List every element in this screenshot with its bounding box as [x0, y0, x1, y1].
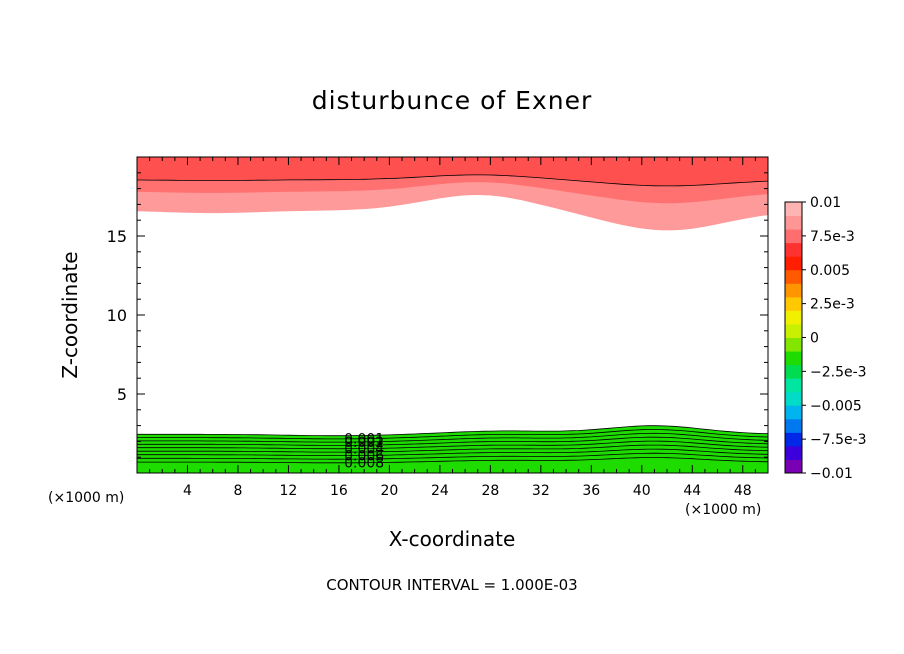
colorbar-swatch: [785, 202, 802, 217]
colorbar-swatch: [785, 323, 802, 338]
colorbar-swatch: [785, 215, 802, 230]
x-unit-label-right: (×1000 m): [685, 502, 762, 518]
colorbar-label: −0.01: [810, 466, 853, 482]
colorbar: 0.01 7.5e-3 0.005 2.5e-3 0 −2.5e-3 −0.005 −7.5e…: [784, 195, 867, 482]
colorbar-swatch: [785, 229, 802, 244]
contour-label: 0.004: [344, 442, 384, 458]
colorbar-swatch: [785, 418, 802, 433]
x-tick-label: 4: [183, 483, 192, 499]
colorbar-swatch: [785, 445, 802, 460]
contour-line-bottom: [137, 425, 769, 437]
x-tick-label: 20: [380, 483, 398, 499]
colorbar-label: −0.005: [810, 398, 862, 414]
x-tick-label: 48: [734, 483, 752, 499]
contour-lines: [137, 174, 769, 464]
colorbar-swatch: [785, 432, 802, 447]
x-tick-label: 44: [683, 483, 701, 499]
colorbar-swatch: [785, 364, 802, 379]
colorbar-swatch: [785, 337, 802, 352]
colorbar-swatch: [785, 310, 802, 325]
colorbar-swatch: [785, 269, 802, 284]
colorbar-label: 2.5e-3: [810, 297, 855, 313]
contour-line-bottom: [137, 452, 769, 460]
colorbar-label: 0: [810, 331, 819, 347]
x-tick-label: 36: [582, 483, 600, 499]
colorbar-swatch: [785, 283, 802, 298]
y-axis-ticks: 5 10 15: [107, 156, 768, 474]
y-tick-label: 10: [107, 306, 127, 325]
contour-fill-top: [137, 157, 768, 186]
colorbar-swatch: [785, 256, 802, 271]
x-tick-label: 40: [633, 483, 651, 499]
contour-line-bottom: [137, 457, 769, 464]
contour-label: 0.008: [344, 456, 384, 472]
colorbar-label: 7.5e-3: [810, 229, 855, 245]
colorbar-swatch: [785, 378, 802, 393]
contour-label: 0.006: [344, 448, 384, 464]
contour-line-bottom: [137, 429, 769, 440]
x-tick-label: 24: [431, 483, 449, 499]
colorbar-label: −2.5e-3: [810, 364, 867, 380]
contour-label: 0.001: [344, 432, 384, 448]
colorbar-label: 0.01: [810, 195, 841, 211]
y-tick-label: 15: [107, 227, 127, 246]
colorbar-swatch: [785, 405, 802, 420]
x-tick-label: 12: [280, 483, 298, 499]
colorbar-swatch: [785, 242, 802, 257]
colorbar-swatch: [785, 459, 802, 474]
contour-line-bottom: [137, 440, 769, 450]
contour-interval-note: CONTOUR INTERVAL = 1.000E-03: [326, 576, 578, 594]
x-axis-ticks: 4 8 12 16 20 24 28 32 36 40 44 48: [136, 157, 769, 499]
x-tick-label: 16: [330, 483, 348, 499]
x-unit-label-left: (×1000 m): [48, 490, 125, 506]
x-tick-label: 32: [532, 483, 550, 499]
contour-fill-bottom: [137, 425, 768, 473]
colorbar-swatch: [785, 296, 802, 311]
x-tick-label: 28: [481, 483, 499, 499]
y-tick-label: 5: [117, 385, 127, 404]
contour-line-bottom: [137, 436, 769, 446]
colorbar-label: 0.005: [810, 263, 850, 279]
contour-line-bottom: [137, 432, 769, 443]
contour-line-bottom: [137, 448, 769, 456]
contour-label: 0.002: [344, 435, 384, 451]
colorbar-swatch: [785, 391, 802, 406]
contour-line-bottom: [137, 444, 769, 453]
x-tick-label: 8: [233, 483, 242, 499]
x-axis-label: X-coordinate: [388, 527, 516, 551]
contour-line-top: [137, 174, 769, 187]
contour-fills: [137, 157, 768, 473]
colorbar-swatch: [785, 351, 802, 366]
colorbar-label: −7.5e-3: [810, 432, 867, 448]
chart-title: disturbunce of Exner: [311, 86, 593, 115]
